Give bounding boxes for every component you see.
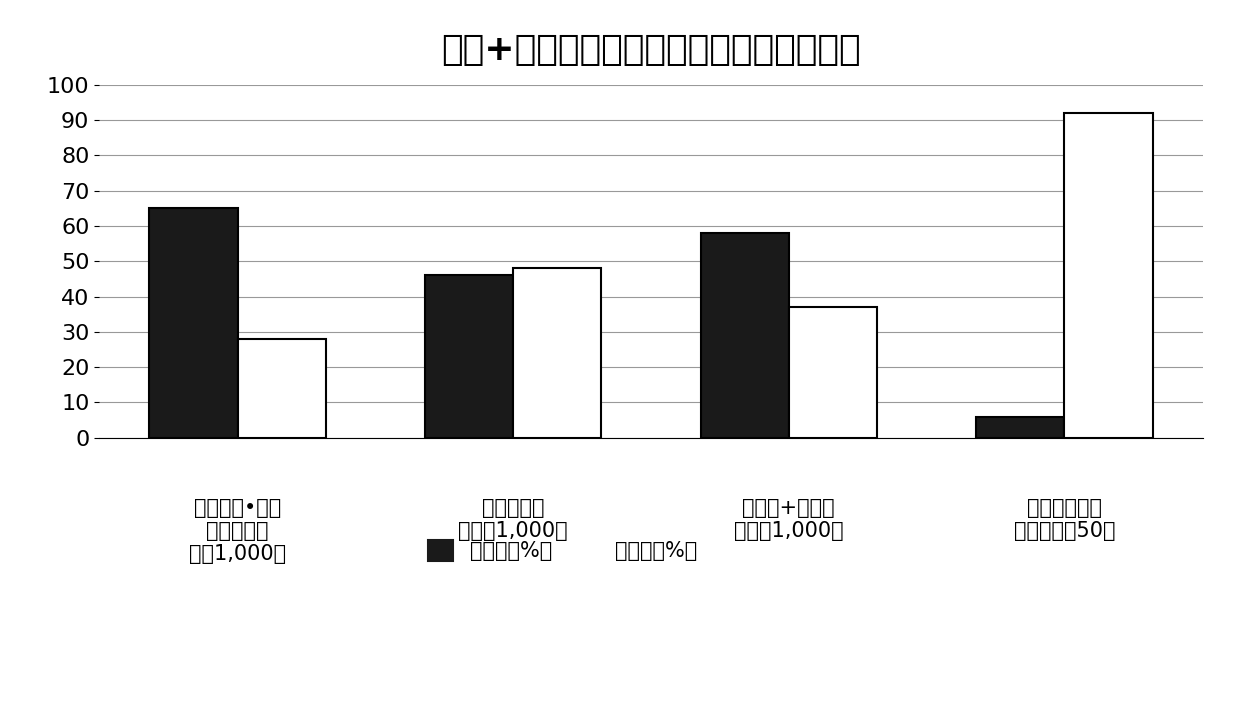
Bar xyxy=(976,417,1064,438)
Text: 链霉素+铜可湿
性粉剂1,000倍: 链霉素+铜可湿 性粉剂1,000倍 xyxy=(734,498,843,541)
Bar xyxy=(149,208,238,438)
Text: 蓝宝石波尔多
（水溶性）50倍: 蓝宝石波尔多 （水溶性）50倍 xyxy=(1013,498,1115,541)
Bar xyxy=(789,307,877,438)
Bar xyxy=(425,275,513,438)
Bar xyxy=(513,268,601,438)
Title: 灌注+叶面喷洒效果试验（全罗南道莞岛）: 灌注+叶面喷洒效果试验（全罗南道莞岛） xyxy=(441,32,861,67)
Bar xyxy=(701,233,789,438)
Text: 链霉素可湿
性粉剂1,000倍: 链霉素可湿 性粉剂1,000倍 xyxy=(459,498,568,541)
Bar xyxy=(1064,113,1153,438)
Text: 氯氧化铜•春雷
霉素可湿性
粉剂1,000倍: 氯氧化铜•春雷 霉素可湿性 粉剂1,000倍 xyxy=(188,498,286,564)
Bar xyxy=(238,339,326,438)
Legend: 病叶率（%）, 防治值（%）: 病叶率（%）, 防治值（%） xyxy=(428,539,697,561)
